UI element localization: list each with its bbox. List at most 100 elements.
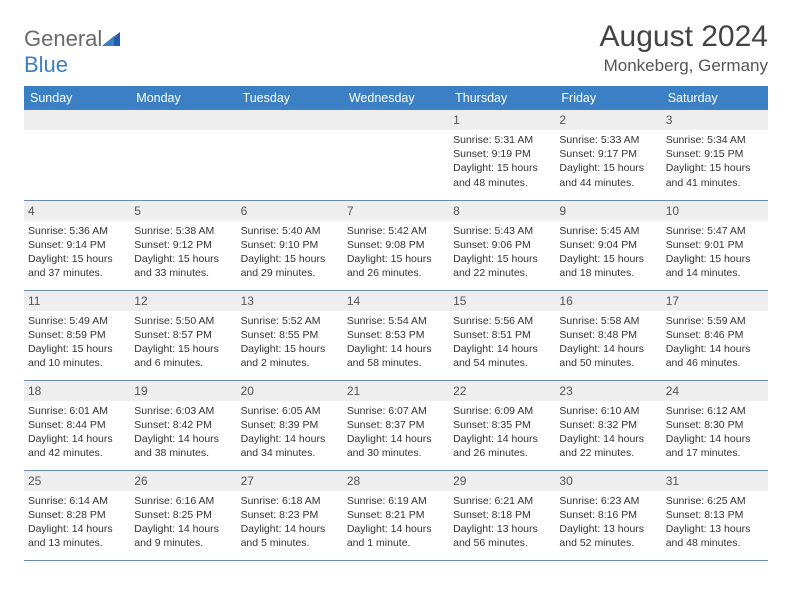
day-info-line: Sunrise: 6:12 AM	[666, 404, 764, 418]
brand-part1: General	[24, 26, 102, 51]
day-info-line: Sunset: 8:37 PM	[347, 418, 445, 432]
weekday-header: Friday	[555, 86, 661, 110]
day-info-line: Daylight: 15 hours	[666, 161, 764, 175]
day-info-line: Daylight: 15 hours	[28, 252, 126, 266]
day-info: Sunrise: 6:03 AMSunset: 8:42 PMDaylight:…	[134, 404, 232, 461]
day-info-line: Daylight: 14 hours	[453, 342, 551, 356]
day-info-line: Sunrise: 6:21 AM	[453, 494, 551, 508]
day-info-line: and 34 minutes.	[241, 446, 339, 460]
day-info-line: Sunrise: 5:50 AM	[134, 314, 232, 328]
day-info: Sunrise: 6:21 AMSunset: 8:18 PMDaylight:…	[453, 494, 551, 551]
day-info-line: Sunrise: 6:14 AM	[28, 494, 126, 508]
calendar-day-cell	[24, 110, 130, 200]
day-info-line: Sunset: 9:01 PM	[666, 238, 764, 252]
day-info-line: Daylight: 14 hours	[241, 522, 339, 536]
day-number: 2	[555, 110, 661, 130]
day-info: Sunrise: 5:52 AMSunset: 8:55 PMDaylight:…	[241, 314, 339, 371]
day-info-line: Sunrise: 5:59 AM	[666, 314, 764, 328]
calendar-day-cell: 18Sunrise: 6:01 AMSunset: 8:44 PMDayligh…	[24, 380, 130, 470]
day-info-line: Sunset: 8:42 PM	[134, 418, 232, 432]
day-info-line: Sunset: 8:32 PM	[559, 418, 657, 432]
day-info-line: Daylight: 15 hours	[453, 161, 551, 175]
day-info: Sunrise: 6:05 AMSunset: 8:39 PMDaylight:…	[241, 404, 339, 461]
day-info-line: and 50 minutes.	[559, 356, 657, 370]
day-number: 31	[662, 471, 768, 491]
day-info-line: Daylight: 15 hours	[134, 252, 232, 266]
day-info-line: Daylight: 15 hours	[241, 252, 339, 266]
calendar-day-cell	[343, 110, 449, 200]
day-info-line: Sunset: 8:57 PM	[134, 328, 232, 342]
day-info-line: Sunset: 9:14 PM	[28, 238, 126, 252]
day-info-line: and 6 minutes.	[134, 356, 232, 370]
day-number	[24, 110, 130, 130]
day-info-line: Sunrise: 6:16 AM	[134, 494, 232, 508]
day-info-line: and 52 minutes.	[559, 536, 657, 550]
day-info: Sunrise: 5:42 AMSunset: 9:08 PMDaylight:…	[347, 224, 445, 281]
calendar-day-cell: 2 Sunrise: 5:33 AMSunset: 9:17 PMDaylight…	[555, 110, 661, 200]
day-info: Sunrise: 6:07 AMSunset: 8:37 PMDaylight:…	[347, 404, 445, 461]
day-info-line: Sunset: 9:17 PM	[559, 147, 657, 161]
day-info: Sunrise: 5:43 AMSunset: 9:06 PMDaylight:…	[453, 224, 551, 281]
calendar-week-row: 1Sunrise: 5:31 AMSunset: 9:19 PMDaylight…	[24, 110, 768, 200]
day-info-line: Daylight: 14 hours	[241, 432, 339, 446]
day-info-line: Sunset: 9:12 PM	[134, 238, 232, 252]
weekday-header: Wednesday	[343, 86, 449, 110]
calendar-day-cell: 3Sunrise: 5:34 AMSunset: 9:15 PMDaylight…	[662, 110, 768, 200]
day-info-line: Sunset: 9:15 PM	[666, 147, 764, 161]
day-info-line: Sunrise: 5:54 AM	[347, 314, 445, 328]
day-info-line: Sunset: 8:46 PM	[666, 328, 764, 342]
day-number: 9	[555, 201, 661, 221]
day-number: 15	[449, 291, 555, 311]
day-info: Sunrise: 5:33 AMSunset: 9:17 PMDaylight:…	[559, 133, 657, 190]
calendar-day-cell: 16Sunrise: 5:58 AMSunset: 8:48 PMDayligh…	[555, 290, 661, 380]
day-info-line: Sunrise: 6:01 AM	[28, 404, 126, 418]
day-info: Sunrise: 5:38 AMSunset: 9:12 PMDaylight:…	[134, 224, 232, 281]
day-info-line: Sunrise: 5:31 AM	[453, 133, 551, 147]
day-info-line: Daylight: 14 hours	[347, 522, 445, 536]
calendar-day-cell: 11Sunrise: 5:49 AMSunset: 8:59 PMDayligh…	[24, 290, 130, 380]
day-info-line: Sunrise: 6:07 AM	[347, 404, 445, 418]
day-number: 16	[555, 291, 661, 311]
day-info-line: and 22 minutes.	[559, 446, 657, 460]
day-info: Sunrise: 6:18 AMSunset: 8:23 PMDaylight:…	[241, 494, 339, 551]
day-info: Sunrise: 5:47 AMSunset: 9:01 PMDaylight:…	[666, 224, 764, 281]
calendar-day-cell: 26Sunrise: 6:16 AMSunset: 8:25 PMDayligh…	[130, 470, 236, 560]
day-number: 17	[662, 291, 768, 311]
calendar-body: 1Sunrise: 5:31 AMSunset: 9:19 PMDaylight…	[24, 110, 768, 560]
brand-part2: Blue	[24, 52, 68, 77]
day-number: 10	[662, 201, 768, 221]
day-info-line: Sunrise: 5:56 AM	[453, 314, 551, 328]
day-info-line: Sunrise: 6:09 AM	[453, 404, 551, 418]
day-info-line: Sunset: 8:55 PM	[241, 328, 339, 342]
day-info-line: Sunrise: 5:49 AM	[28, 314, 126, 328]
day-info: Sunrise: 5:56 AMSunset: 8:51 PMDaylight:…	[453, 314, 551, 371]
day-info-line: Sunset: 9:10 PM	[241, 238, 339, 252]
calendar-day-cell: 31Sunrise: 6:25 AMSunset: 8:13 PMDayligh…	[662, 470, 768, 560]
day-info-line: Sunset: 9:19 PM	[453, 147, 551, 161]
day-info-line: Sunset: 8:51 PM	[453, 328, 551, 342]
day-info-line: and 41 minutes.	[666, 176, 764, 190]
weekday-header: Sunday	[24, 86, 130, 110]
day-number: 25	[24, 471, 130, 491]
calendar-week-row: 4Sunrise: 5:36 AMSunset: 9:14 PMDaylight…	[24, 200, 768, 290]
day-info-line: Sunrise: 5:40 AM	[241, 224, 339, 238]
day-info-line: and 10 minutes.	[28, 356, 126, 370]
month-title: August 2024	[600, 20, 768, 54]
day-info: Sunrise: 5:50 AMSunset: 8:57 PMDaylight:…	[134, 314, 232, 371]
day-info-line: Sunset: 9:08 PM	[347, 238, 445, 252]
day-info-line: Daylight: 14 hours	[666, 432, 764, 446]
day-info-line: Daylight: 13 hours	[453, 522, 551, 536]
day-number: 11	[24, 291, 130, 311]
day-info-line: Sunrise: 5:45 AM	[559, 224, 657, 238]
day-info: Sunrise: 6:10 AMSunset: 8:32 PMDaylight:…	[559, 404, 657, 461]
calendar-day-cell: 29Sunrise: 6:21 AMSunset: 8:18 PMDayligh…	[449, 470, 555, 560]
day-number: 20	[237, 381, 343, 401]
day-info: Sunrise: 6:09 AMSunset: 8:35 PMDaylight:…	[453, 404, 551, 461]
day-info-line: Daylight: 14 hours	[28, 522, 126, 536]
day-info-line: and 14 minutes.	[666, 266, 764, 280]
day-info-line: Daylight: 13 hours	[559, 522, 657, 536]
day-info-line: Daylight: 13 hours	[666, 522, 764, 536]
day-info: Sunrise: 5:54 AMSunset: 8:53 PMDaylight:…	[347, 314, 445, 371]
day-number: 23	[555, 381, 661, 401]
day-info-line: Daylight: 15 hours	[559, 252, 657, 266]
